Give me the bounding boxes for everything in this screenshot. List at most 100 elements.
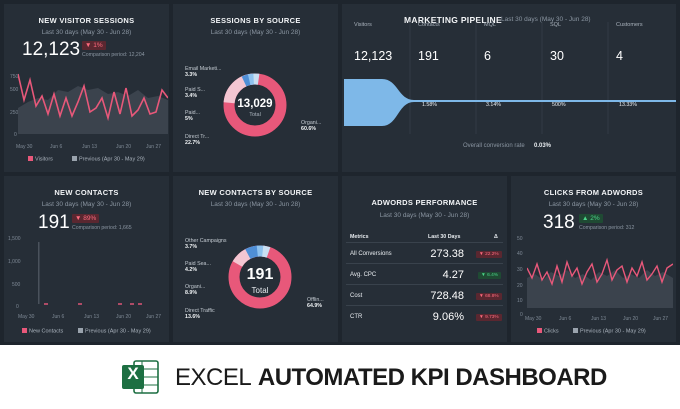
pipeline-value-contacts: 191	[418, 49, 439, 63]
new-contacts-chart	[38, 242, 142, 305]
change-badge: ▼ 89%	[72, 214, 100, 223]
panel-title: NEW CONTACTS	[54, 188, 119, 197]
y-tick: 500	[12, 282, 21, 288]
change-badge: ▲ 2%	[579, 214, 603, 223]
panel-title: SESSIONS BY SOURCE	[210, 16, 301, 25]
x-tick: Jun 6	[50, 144, 63, 150]
y-tick: 10	[517, 298, 523, 304]
comparison-text: Comparison period: 1,665	[72, 225, 132, 231]
delta-badge: ▼ 9.73%	[476, 314, 502, 321]
x-tick: Jun 27	[653, 316, 669, 322]
slice-label-direct: Direct Traffic 13.6%	[185, 308, 215, 321]
delta-badge: ▼ 68.8%	[476, 293, 502, 300]
pipeline-value-mql: 6	[484, 49, 491, 63]
slice-label-paid: Paid... 5%	[185, 110, 201, 123]
table-row	[346, 242, 503, 263]
metric-value: 273.38	[430, 248, 464, 260]
pipeline-col-visitors: Visitors	[354, 22, 372, 28]
sessions-donut-chart	[223, 73, 287, 137]
donut-slice-organic	[228, 245, 292, 309]
date-range-selector[interactable]: Last 30 days (May 30 - Jun 28)	[210, 201, 301, 208]
contacts-donut-chart	[228, 245, 292, 309]
visitor-sessions-chart	[18, 73, 168, 134]
donut-slice-direct	[228, 245, 292, 309]
y-tick: 50	[517, 236, 523, 242]
date-range-selector[interactable]: Last 30 days (May 30 - Jun 28)	[501, 16, 591, 23]
date-range-selector[interactable]: Last 30 days (May 30 - Jun 28)	[41, 29, 132, 36]
kpi-value: 191	[38, 212, 70, 233]
conversion-rate: 13.33%	[619, 102, 637, 108]
pipeline-value-customers: 4	[616, 49, 623, 63]
new-contacts-panel: NEW CONTACTS Last 30 days (May 30 - Jun …	[4, 176, 169, 342]
conversion-rate: 500%	[552, 102, 566, 108]
y-tick: 0	[14, 132, 17, 138]
x-tick: Jun 13	[82, 144, 98, 150]
pipeline-value-visitors: 12,123	[354, 49, 393, 63]
legend-previous[interactable]: Previous (Apr 30 - May 29)	[573, 328, 646, 335]
panel-title: ADWORDS PERFORMANCE	[371, 198, 478, 207]
metric-value: 9.06%	[432, 311, 464, 323]
donut-slice-paid-search	[223, 73, 287, 137]
column-header-delta: Δ	[494, 234, 498, 240]
date-range-selector[interactable]: Last 30 days (May 30 - Jun 28)	[548, 201, 639, 208]
date-range-selector[interactable]: Last 30 days (May 30 - Jun 28)	[379, 212, 470, 219]
legend-visitors[interactable]: Visitors	[28, 156, 53, 163]
visitors-line	[18, 73, 168, 122]
legend-new-contacts[interactable]: New Contacts	[22, 328, 63, 335]
previous-period-bar	[38, 242, 40, 304]
date-range-selector[interactable]: Last 30 days (May 30 - Jun 28)	[41, 201, 132, 208]
slice-label-organic: Organi... 8.9%	[185, 284, 206, 297]
x-tick: May 30	[16, 144, 33, 150]
slice-label-other: Other Campaigns 3.7%	[185, 238, 227, 251]
pipeline-col-contacts: Contacts	[418, 22, 440, 28]
comparison-text: Comparison period: 12,204	[82, 52, 145, 58]
donut-slice-paid	[223, 73, 287, 137]
column-header-metrics: Metrics	[350, 234, 369, 240]
x-tick: Jun 20	[116, 144, 132, 150]
overall-conversion-value: 0.03%	[534, 143, 552, 149]
table-row	[346, 263, 503, 284]
slice-label-email: Email Marketi... 3.3%	[185, 66, 222, 79]
previous-period-area	[527, 270, 673, 308]
pipeline-col-customers: Customers	[616, 22, 643, 28]
y-tick: 20	[517, 283, 523, 289]
marketing-pipeline-panel: MARKETING PIPELINE Last 30 days (May 30 …	[342, 4, 676, 172]
y-tick: 1,000	[8, 259, 21, 265]
y-tick: 1,500	[8, 236, 21, 242]
table-row	[346, 305, 503, 326]
slice-label-organic: Organi... 60.6%	[301, 120, 322, 133]
legend-clicks[interactable]: Clicks	[537, 328, 559, 335]
clicks-line	[527, 257, 673, 287]
slice-label-direct: Direct Tr... 22.7%	[185, 134, 210, 147]
legend-previous[interactable]: Previous (Apr 30 - May 29)	[72, 156, 145, 163]
slice-label-paid-search: Paid S... 3.4%	[185, 87, 206, 100]
y-tick: 0	[520, 312, 523, 318]
sessions-by-source-panel: SESSIONS BY SOURCE Last 30 days (May 30 …	[173, 4, 338, 172]
x-tick: Jun 6	[52, 314, 65, 320]
footer-title-dashboard: AUTOMATED KPI DASHBOARD	[257, 364, 607, 391]
x-tick: Jun 20	[623, 316, 639, 322]
conversion-rate: 3.14%	[486, 102, 502, 108]
y-tick: 40	[517, 251, 523, 257]
x-tick: Jun 6	[559, 316, 572, 322]
footer-banner: X	[0, 345, 680, 409]
x-tick: Jun 13	[84, 314, 100, 320]
panel-title: MARKETING PIPELINE	[404, 15, 502, 25]
donut-slice-other	[228, 245, 292, 309]
table-row	[346, 284, 503, 305]
pipeline-col-mql: MQL	[484, 22, 496, 28]
date-range-selector[interactable]: Last 30 days (May 30 - Jun 28)	[210, 29, 301, 36]
metric-name: All Conversions	[350, 251, 392, 257]
y-tick: 0	[16, 304, 19, 310]
x-tick: Jun 20	[116, 314, 132, 320]
delta-badge: ▼ 6.4%	[478, 272, 502, 279]
y-tick: 750	[10, 74, 19, 80]
column-header-last-30-days: Last 30 Days	[428, 234, 461, 240]
metric-value: 728.48	[430, 290, 464, 302]
donut-slice-email	[223, 73, 287, 137]
overall-conversion-label: Overall conversion rate	[463, 143, 525, 149]
comparison-text: Comparison period: 312	[579, 225, 635, 231]
pipeline-col-sql: SQL	[550, 22, 562, 28]
legend-previous[interactable]: Previous (Apr 30 - May 29)	[78, 328, 151, 335]
change-badge: ▼ 1%	[82, 41, 106, 50]
